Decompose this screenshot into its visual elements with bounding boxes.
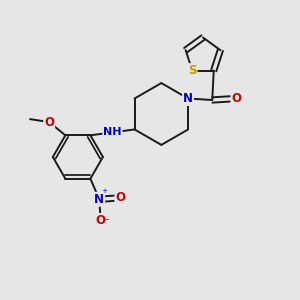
Text: O: O <box>96 214 106 227</box>
Text: N: N <box>94 193 104 206</box>
Text: N: N <box>183 92 193 105</box>
Text: O: O <box>116 191 125 204</box>
Text: $^{+}$: $^{+}$ <box>101 188 108 198</box>
Text: S: S <box>188 64 196 77</box>
Text: O: O <box>231 92 242 105</box>
Text: O: O <box>44 116 54 129</box>
Text: NH: NH <box>103 128 122 137</box>
Text: $^{-}$: $^{-}$ <box>103 217 111 227</box>
